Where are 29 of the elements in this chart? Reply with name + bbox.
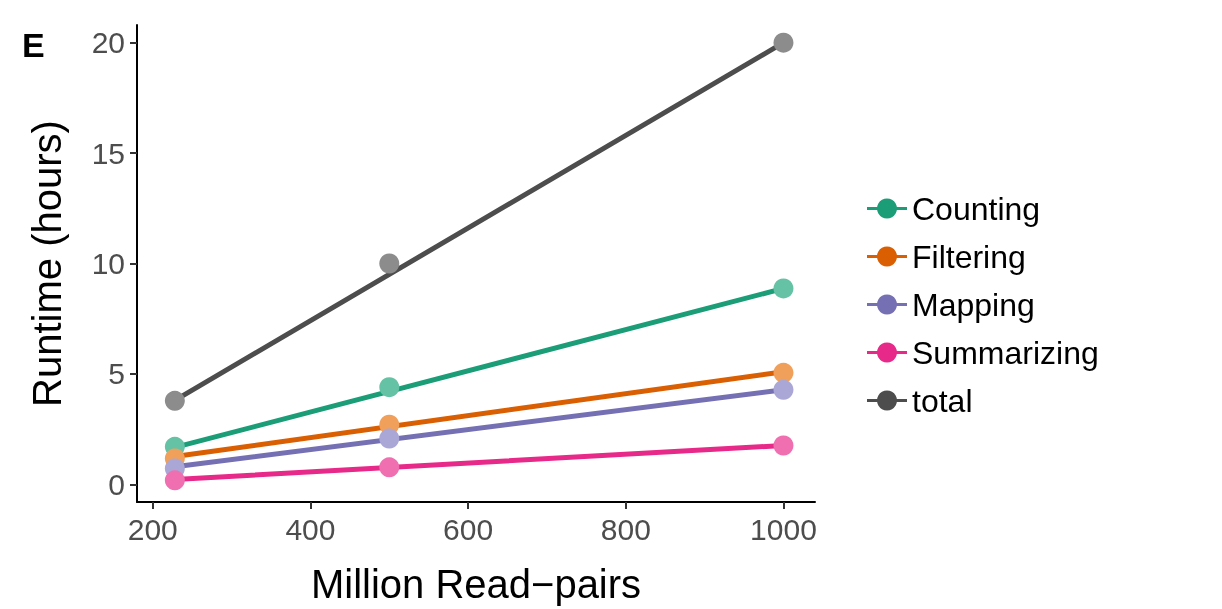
point	[773, 362, 794, 383]
y-axis-title: Runtime (hours)	[25, 120, 69, 407]
x-axis-title: Million Read−pairs	[310, 562, 642, 606]
point	[379, 457, 400, 478]
point	[164, 470, 185, 491]
y-tick-label: 10	[91, 247, 125, 280]
point	[379, 377, 400, 398]
point	[379, 253, 400, 274]
y-tick-label: 15	[91, 136, 125, 170]
text: E	[22, 26, 45, 64]
y-tick-label: 20	[91, 26, 125, 60]
y-tick-label: 0	[108, 467, 125, 501]
legend-label: total	[912, 382, 973, 419]
point	[773, 435, 794, 456]
point	[773, 379, 794, 400]
point	[379, 428, 400, 449]
legend-label: Mapping	[912, 286, 1035, 323]
x-tick-label: 400	[285, 512, 336, 546]
x-tick-label: 1000	[750, 512, 817, 546]
legend-label: Filtering	[912, 238, 1026, 275]
legend-label: Summarizing	[912, 334, 1099, 371]
point	[773, 278, 794, 299]
x-tick-label: 800	[600, 512, 651, 546]
legend-label: Counting	[912, 190, 1041, 227]
point	[164, 390, 185, 411]
point	[773, 32, 794, 53]
x-tick-label: 200	[127, 512, 178, 546]
x-tick-label: 600	[443, 512, 494, 546]
y-tick-label: 5	[108, 357, 125, 391]
